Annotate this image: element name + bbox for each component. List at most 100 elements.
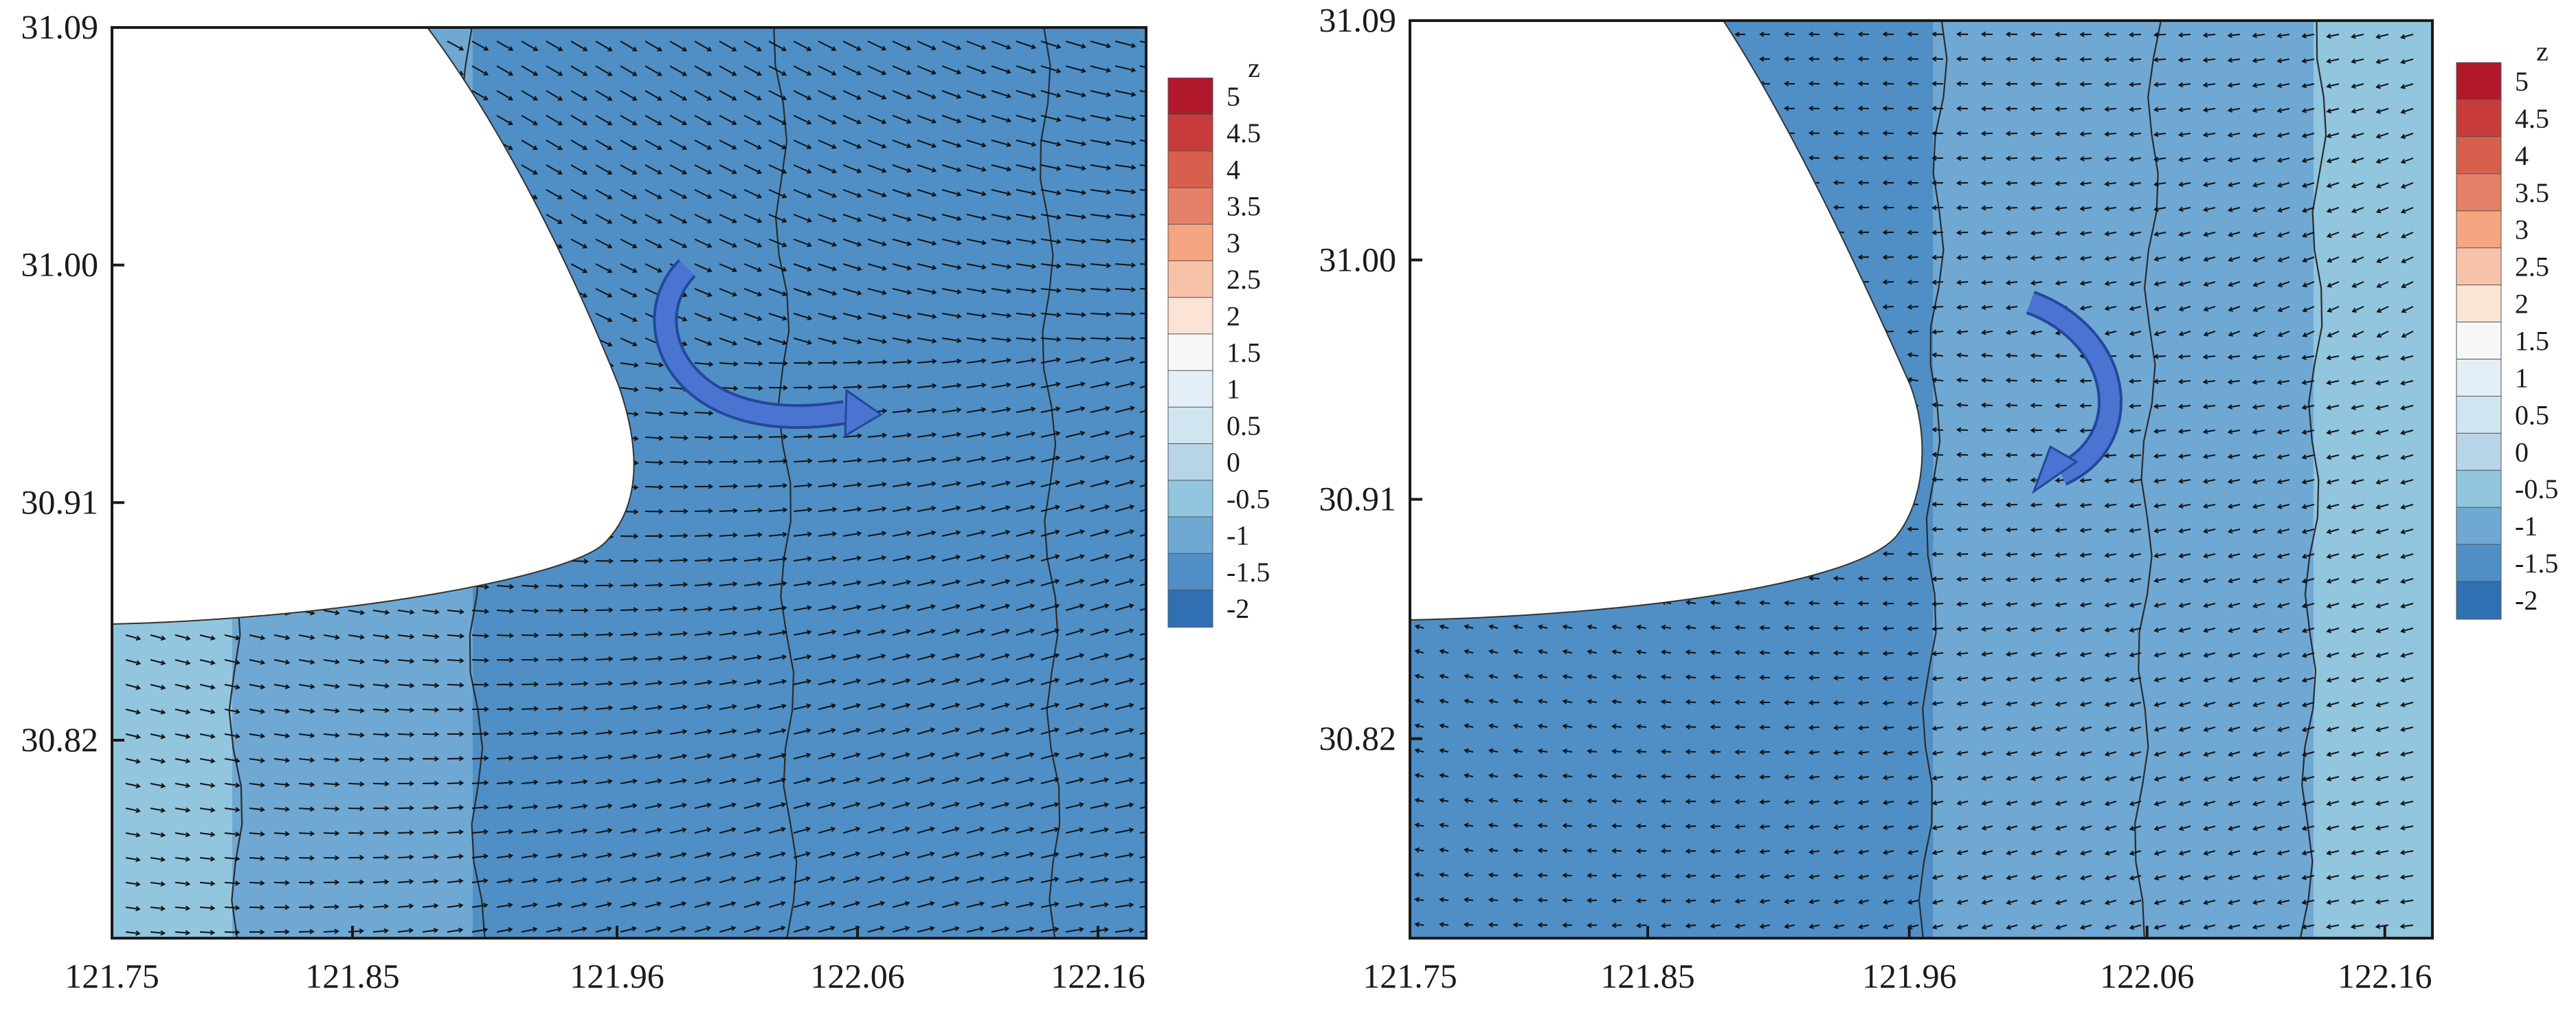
vector-arrow <box>521 634 538 636</box>
vector-arrow-head <box>359 904 365 909</box>
vector-arrow-head <box>608 607 614 613</box>
vector-arrow <box>620 313 637 322</box>
vector-arrow-head <box>956 45 962 50</box>
vector-arrow-head <box>1131 238 1136 244</box>
vector-arrow-head <box>1857 155 1863 161</box>
vector-arrow-head <box>1156 190 1161 194</box>
vector-arrow <box>2376 34 2389 38</box>
vector-arrow <box>1040 41 1061 48</box>
vector-arrow <box>620 214 637 224</box>
vector-arrow-head <box>2079 527 2085 533</box>
vector-arrow-head <box>730 876 737 882</box>
vector-arrow-head <box>1907 526 1912 532</box>
vector-arrow <box>2327 281 2340 287</box>
vector-arrow-head <box>2030 353 2036 359</box>
vector-arrow <box>2376 355 2389 359</box>
vector-arrow-head <box>160 758 166 764</box>
vector-arrow <box>2204 504 2216 508</box>
vector-arrow-head <box>2351 208 2357 214</box>
vector-arrow <box>842 606 861 611</box>
vector-arrow-head <box>1980 402 1986 408</box>
vector-arrow <box>1115 729 1134 735</box>
vector-arrow-head <box>2202 403 2208 410</box>
vector-arrow-head <box>2301 58 2307 64</box>
vector-arrow-head <box>2104 106 2109 112</box>
vector-arrow <box>941 580 960 586</box>
vector-arrow-head <box>1079 777 1085 783</box>
vector-arrow-head <box>832 359 838 366</box>
vector-arrow <box>818 214 836 222</box>
vector-arrow <box>1040 803 1059 809</box>
vector-arrow-head <box>682 341 688 346</box>
vector-arrow-head <box>484 755 489 762</box>
vector-arrow <box>2154 157 2166 161</box>
vector-arrow <box>892 263 911 269</box>
vector-arrow <box>941 803 959 809</box>
vector-arrow-head <box>905 702 911 709</box>
vector-arrow <box>496 733 513 735</box>
vector-arrow-head <box>533 681 539 687</box>
vector-arrow <box>867 606 886 611</box>
vector-arrow-head <box>981 240 987 245</box>
vector-arrow-head <box>931 408 937 413</box>
vector-arrow <box>892 90 911 99</box>
vector-arrow <box>917 852 934 858</box>
contour-band <box>785 27 1051 938</box>
vector-arrow-head <box>1056 238 1062 245</box>
vector-arrow <box>694 559 713 562</box>
vector-arrow-head <box>185 832 191 838</box>
vector-arrow-head <box>682 219 688 224</box>
vector-arrow <box>743 533 762 537</box>
vector-arrow-head <box>830 801 836 808</box>
colorbar-label: 2 <box>1227 300 1240 331</box>
vector-arrow <box>471 41 489 51</box>
vector-arrow-head <box>2252 32 2257 38</box>
vector-arrow-head <box>210 905 216 911</box>
vector-arrow-head <box>2153 379 2159 384</box>
vector-arrow <box>2031 454 2043 456</box>
vector-arrow <box>2154 430 2166 432</box>
vector-arrow-head <box>782 291 787 296</box>
vector-arrow-head <box>683 459 689 465</box>
vector-arrow <box>966 337 986 342</box>
vector-arrow <box>323 808 339 810</box>
vector-arrow-head <box>2030 56 2035 62</box>
vector-arrow <box>917 605 935 611</box>
vector-arrow-head <box>334 904 340 910</box>
vector-arrow <box>1090 828 1108 834</box>
vector-arrow-head <box>832 482 838 488</box>
vector-arrow-head <box>929 926 935 931</box>
vector-arrow-head <box>906 530 912 536</box>
vector-arrow-head <box>1056 214 1062 220</box>
vector-arrow-head <box>1882 31 1888 37</box>
vector-arrow <box>892 778 910 784</box>
vector-arrow-head <box>1104 926 1110 933</box>
vector-arrow-head <box>906 314 912 320</box>
vector-arrow-head <box>956 505 961 511</box>
vector-arrow-head <box>882 457 888 463</box>
colorbar-label: -1.5 <box>1227 557 1270 588</box>
vector-arrow <box>1115 189 1136 193</box>
vector-arrow-head <box>979 876 985 882</box>
vector-arrow-head <box>1105 381 1111 387</box>
vector-arrow-head <box>857 482 862 488</box>
vector-arrow <box>892 434 911 438</box>
vector-arrow <box>2154 34 2166 36</box>
vector-arrow-head <box>2079 478 2085 483</box>
vector-arrow-head <box>607 195 613 199</box>
vector-arrow-head <box>2079 280 2085 286</box>
vector-arrow-head <box>2079 552 2085 558</box>
vector-arrow-head <box>185 733 191 740</box>
vector-arrow <box>1016 902 1034 908</box>
vector-arrow <box>2327 380 2340 384</box>
vector-arrow <box>941 877 959 883</box>
vector-arrow-head <box>2351 133 2357 139</box>
vector-arrow-head <box>2252 207 2258 213</box>
vector-arrow <box>1065 828 1084 834</box>
vector-arrow-head <box>657 827 662 833</box>
vector-arrow <box>793 778 811 784</box>
vector-arrow-head <box>235 684 241 690</box>
vector-arrow <box>1982 504 1993 506</box>
vector-arrow-head <box>781 679 787 685</box>
vector-arrow <box>2327 553 2340 558</box>
